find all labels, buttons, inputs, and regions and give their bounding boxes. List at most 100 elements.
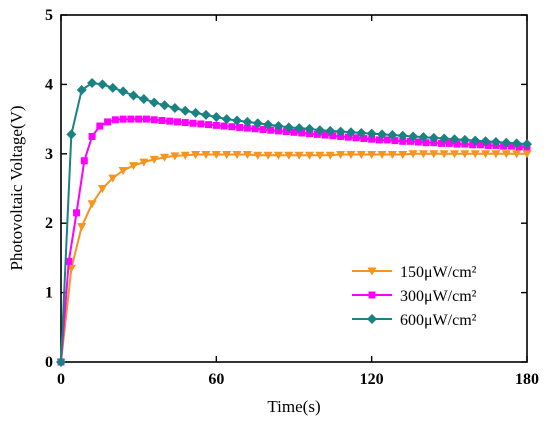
series-0-point xyxy=(367,150,377,159)
y-tick-label-2: 2 xyxy=(45,215,53,232)
y-tick-label-0: 0 xyxy=(45,354,53,371)
series-1-point xyxy=(111,116,119,124)
series-1-point xyxy=(228,123,236,131)
series-2-point xyxy=(211,112,222,123)
series-1-point xyxy=(298,129,306,137)
series-1-point xyxy=(438,139,446,147)
series-1-point xyxy=(469,141,477,149)
series-1-point xyxy=(243,124,251,132)
series-0-point xyxy=(522,150,532,159)
legend-marker-1 xyxy=(368,291,376,299)
legend-marker-0 xyxy=(367,267,377,276)
series-1-point xyxy=(251,125,259,133)
series-line-0 xyxy=(60,152,527,363)
series-1-point xyxy=(515,143,523,151)
series-2-point xyxy=(294,123,305,134)
series-2-point xyxy=(273,121,284,132)
series-2-point xyxy=(159,100,170,111)
series-2-point xyxy=(408,131,419,142)
x-tick-label-1: 60 xyxy=(208,371,224,388)
series-0-point xyxy=(418,150,428,159)
series-0-point xyxy=(211,150,221,159)
series-2-point xyxy=(107,82,118,93)
series-0-point xyxy=(97,185,107,193)
legend-label-0: 150μW/cm² xyxy=(400,264,477,281)
series-2-point xyxy=(387,130,398,141)
series-1-point xyxy=(391,137,399,145)
series-1-point xyxy=(212,121,220,129)
series-1-point xyxy=(422,139,430,147)
series-0-point xyxy=(470,150,480,159)
series-1-point xyxy=(360,135,368,143)
series-2-point xyxy=(263,119,274,130)
series-1-point xyxy=(88,132,96,140)
axis-ticks: 0 60 120 180 0 1 2 3 4 5 xyxy=(45,7,539,388)
series-2-point xyxy=(335,126,346,137)
y-tick-label-3: 3 xyxy=(45,146,53,163)
x-axis-title: Time(s) xyxy=(267,397,320,416)
series-0-point xyxy=(512,150,522,159)
series-1-point xyxy=(65,257,73,265)
series-1-point xyxy=(267,126,275,134)
series-0-point xyxy=(439,150,449,159)
series-1-point xyxy=(127,115,135,123)
series-0-point xyxy=(398,150,408,159)
series-2-point xyxy=(169,102,180,113)
legend: 150μW/cm² 300μW/cm² 600μW/cm² xyxy=(352,264,477,329)
series-2 xyxy=(56,78,532,367)
series-1-point xyxy=(507,142,515,150)
series-2-point xyxy=(56,357,66,367)
series-2-point xyxy=(242,116,253,127)
series-1-point xyxy=(166,117,174,125)
series-0-point xyxy=(253,151,263,160)
series-1-point xyxy=(407,137,414,145)
series-0-point xyxy=(377,150,387,159)
series-2-point xyxy=(97,79,108,90)
series-1-point xyxy=(375,136,383,144)
y-tick-label-4: 4 xyxy=(45,76,53,93)
series-0-point xyxy=(160,153,170,162)
legend-label-1: 300μW/cm² xyxy=(400,288,477,305)
series-1-point xyxy=(414,138,422,146)
series-0-point xyxy=(87,200,97,209)
series-0-point xyxy=(491,150,501,159)
series-0-point xyxy=(180,151,190,160)
series-1-point xyxy=(197,120,205,128)
series-2-point xyxy=(439,133,450,144)
series-0-point xyxy=(336,150,346,159)
legend-marker-2 xyxy=(367,314,377,324)
x-tick-label-0: 0 xyxy=(57,371,65,388)
y-tick-label-1: 1 xyxy=(45,285,53,302)
series-1-point xyxy=(150,116,158,124)
series-0-point xyxy=(118,166,128,175)
series-2-point xyxy=(511,138,522,149)
series-1-point xyxy=(119,115,127,123)
series-1-point xyxy=(174,118,181,126)
x-tick-label-3: 180 xyxy=(515,371,539,388)
series-1-point xyxy=(80,157,88,165)
series-2-point xyxy=(66,129,77,140)
series-1-point xyxy=(282,128,290,136)
series-0-point xyxy=(232,150,242,159)
series-0-point xyxy=(325,151,335,160)
series-layer xyxy=(56,78,532,367)
series-0-point xyxy=(77,223,87,232)
series-0-point xyxy=(263,151,273,160)
series-0-point xyxy=(284,151,294,160)
series-1-point xyxy=(236,123,244,131)
series-0-point xyxy=(294,151,304,160)
series-2-point xyxy=(138,93,149,104)
series-1-point xyxy=(368,135,376,143)
series-0-point xyxy=(139,158,149,167)
series-2-point xyxy=(76,84,87,95)
series-2-point xyxy=(283,122,294,133)
series-0-point xyxy=(450,150,460,159)
series-1-point xyxy=(181,119,189,127)
series-2-point xyxy=(149,97,160,108)
series-2-point xyxy=(366,128,377,139)
series-2-point xyxy=(356,127,367,138)
series-1-point xyxy=(383,136,391,144)
series-2-point xyxy=(490,137,501,148)
series-1-point xyxy=(104,118,112,126)
series-2-point xyxy=(128,90,139,101)
